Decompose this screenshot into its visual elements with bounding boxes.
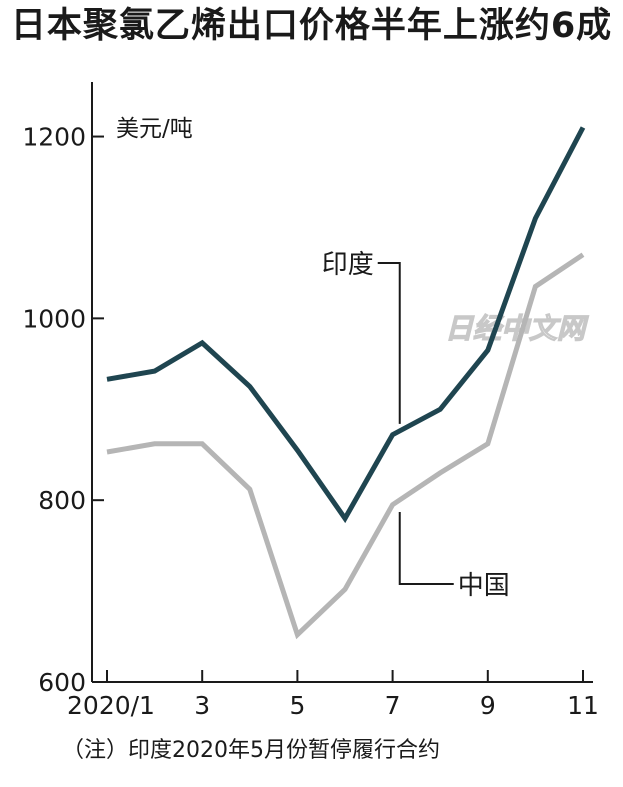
india-leader-line [377, 262, 401, 424]
x-tick-label: 9 [480, 691, 496, 720]
china-series-label: 中国 [458, 571, 510, 601]
series-line-india [106, 126, 586, 524]
y-tick-label: 600 [38, 668, 86, 697]
y-tick-label: 1200 [22, 123, 86, 152]
series-layer [106, 126, 586, 640]
x-tick-label: 3 [194, 691, 210, 720]
watermark-text: 日经中文网 [445, 312, 589, 345]
chart-axes: 日经中文网 600 800 1000 1200 2020/1 3 5 7 9 11 美元/吨 [22, 82, 599, 720]
y-tick-label: 800 [38, 486, 86, 515]
x-tick-label: 5 [289, 691, 305, 720]
y-tick-label: 1000 [22, 304, 86, 333]
chart-title: 日本聚氯乙烯出口价格半年上涨约6成 [10, 6, 613, 46]
x-tick-label: 11 [567, 691, 599, 720]
y-axis-unit: 美元/吨 [116, 116, 193, 142]
china-leader-line [398, 512, 454, 585]
x-tick-label: 7 [385, 691, 401, 720]
series-line-china [106, 252, 585, 640]
x-tick-label: 2020/1 [67, 691, 155, 720]
chart-note: （注）印度2020年5月份暂停履行合约 [62, 738, 440, 763]
india-series-label: 印度 [322, 250, 374, 280]
